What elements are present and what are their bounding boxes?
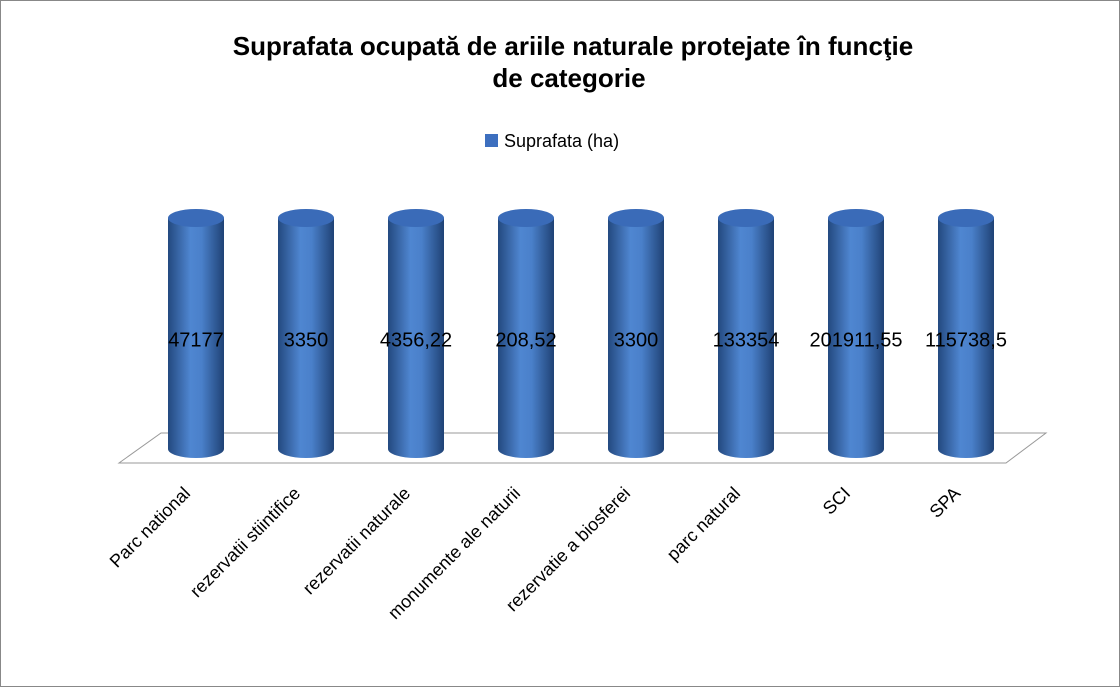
data-label: 4356,22 (380, 329, 452, 351)
bar-body (828, 218, 884, 449)
chart-title: Suprafata ocupată de ariile naturale pro… (233, 31, 914, 61)
bar (388, 209, 444, 458)
data-label: 3350 (284, 329, 329, 351)
x-tick-label: rezervatie a biosferei (502, 483, 634, 615)
bar-top (608, 209, 664, 227)
x-tick-label: Parc national (106, 483, 194, 571)
data-label: 201911,55 (809, 329, 902, 351)
bar (498, 209, 554, 458)
x-tick-label: parc natural (663, 483, 744, 564)
bar-top (828, 209, 884, 227)
data-label: 115738,5 (925, 329, 1007, 351)
bar (608, 209, 664, 458)
floor (117, 432, 1048, 464)
bar-body (938, 218, 994, 449)
bar (938, 209, 994, 458)
bar-body (498, 218, 554, 449)
bar-top (498, 209, 554, 227)
bar (828, 209, 884, 458)
data-label: 3300 (614, 329, 659, 351)
data-label: 47177 (168, 329, 224, 351)
chart-title: de categorie (492, 63, 645, 93)
bar (718, 209, 774, 458)
bar (168, 209, 224, 458)
bar (278, 209, 334, 458)
bar-body (718, 218, 774, 449)
legend-label: Suprafata (ha) (504, 131, 619, 151)
legend-swatch (485, 134, 498, 147)
bar-top (718, 209, 774, 227)
bar-top (168, 209, 224, 227)
bar-top (388, 209, 444, 227)
bar-body (168, 218, 224, 449)
x-tick-label: rezervatii stiintifice (186, 483, 304, 601)
bar-body (388, 218, 444, 449)
data-label: 208,52 (495, 329, 556, 351)
x-tick-label: rezervatii naturale (299, 483, 414, 598)
bar-body (608, 218, 664, 449)
bar-body (278, 218, 334, 449)
bar-top (938, 209, 994, 227)
bar-top (278, 209, 334, 227)
x-tick-label: SCI (819, 483, 854, 518)
x-tick-label: SPA (926, 483, 965, 522)
data-label: 133354 (713, 329, 780, 351)
